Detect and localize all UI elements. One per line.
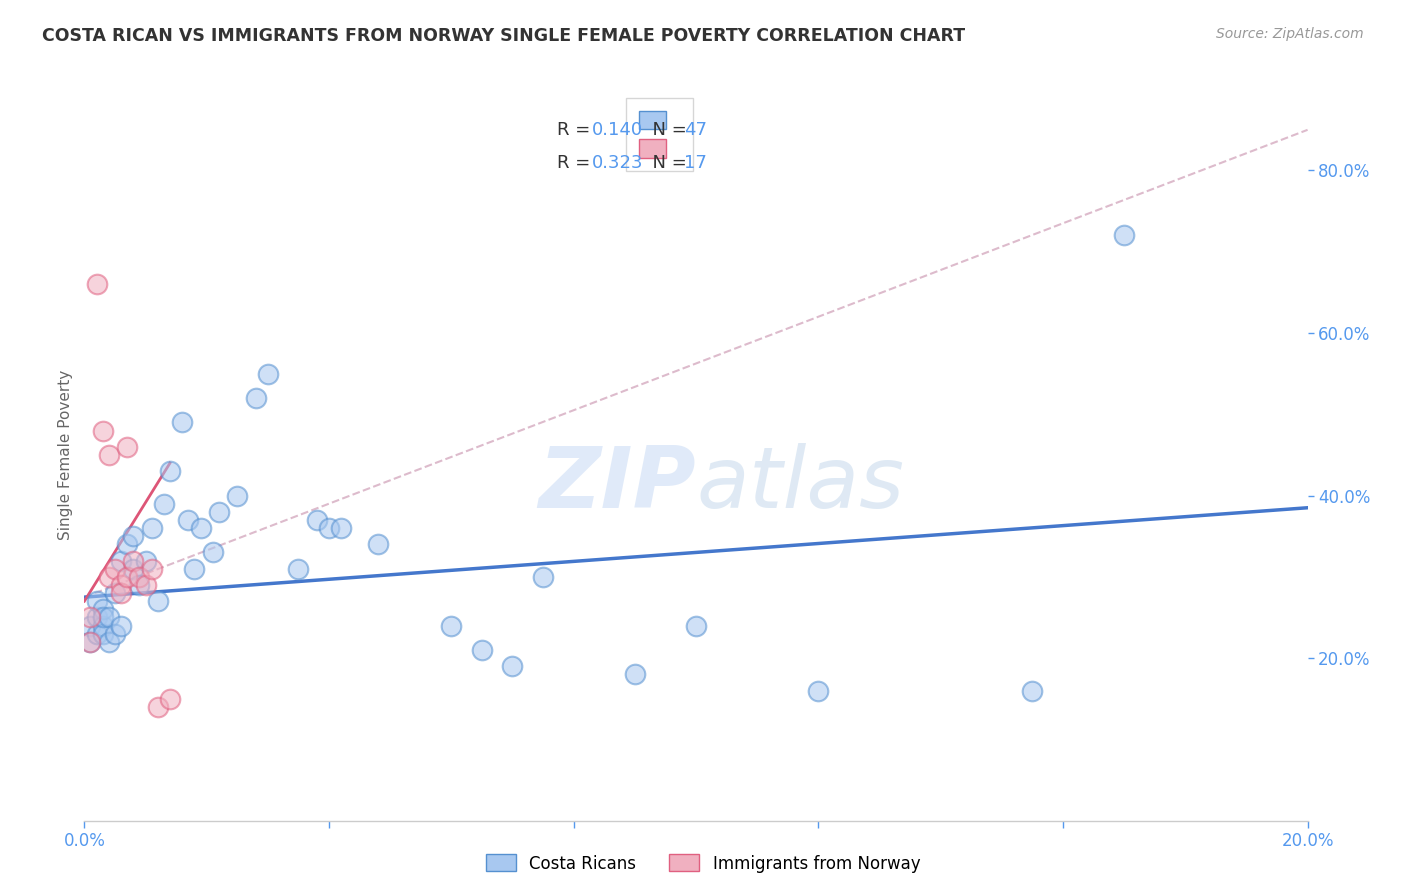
Point xyxy=(287,562,309,576)
Text: 0.323: 0.323 xyxy=(592,153,644,171)
Text: N =: N = xyxy=(641,121,692,139)
Point xyxy=(97,448,120,462)
Point xyxy=(502,659,524,673)
Point xyxy=(245,391,267,405)
Point xyxy=(110,586,132,600)
Point xyxy=(624,667,647,681)
Point xyxy=(104,626,127,640)
Point xyxy=(685,618,707,632)
Point xyxy=(128,578,150,592)
Text: 0.140: 0.140 xyxy=(592,121,643,139)
Point xyxy=(79,635,101,649)
Point xyxy=(110,618,132,632)
Point xyxy=(115,570,138,584)
Point xyxy=(104,562,127,576)
Point xyxy=(146,699,169,714)
Y-axis label: Single Female Poverty: Single Female Poverty xyxy=(58,370,73,540)
Point xyxy=(330,521,353,535)
Point xyxy=(1114,228,1136,243)
Point xyxy=(177,513,200,527)
Point xyxy=(305,513,328,527)
Point xyxy=(201,545,224,559)
Point xyxy=(318,521,340,535)
Point xyxy=(122,562,145,576)
Point xyxy=(115,537,138,551)
Point xyxy=(110,553,132,567)
Point xyxy=(257,367,280,381)
Point xyxy=(141,562,163,576)
Point xyxy=(79,635,101,649)
Legend: , : , xyxy=(626,98,693,171)
Point xyxy=(1021,683,1043,698)
Point xyxy=(208,505,231,519)
Point xyxy=(86,594,108,608)
Point xyxy=(104,586,127,600)
Point xyxy=(110,578,132,592)
Text: ZIP: ZIP xyxy=(538,442,696,525)
Point xyxy=(128,570,150,584)
Point xyxy=(807,683,830,698)
Point xyxy=(226,489,249,503)
Legend: Costa Ricans, Immigrants from Norway: Costa Ricans, Immigrants from Norway xyxy=(479,847,927,880)
Point xyxy=(190,521,212,535)
Point xyxy=(135,553,157,567)
Point xyxy=(183,562,205,576)
Text: atlas: atlas xyxy=(696,442,904,525)
Text: R =: R = xyxy=(557,121,596,139)
Point xyxy=(91,626,114,640)
Point xyxy=(86,277,108,292)
Text: 17: 17 xyxy=(683,153,707,171)
Point xyxy=(91,618,114,632)
Point xyxy=(97,610,120,624)
Point xyxy=(91,610,114,624)
Point xyxy=(86,610,108,624)
Point xyxy=(367,537,389,551)
Point xyxy=(91,602,114,616)
Point xyxy=(531,570,554,584)
Point xyxy=(172,416,194,430)
Point xyxy=(79,618,101,632)
Point xyxy=(91,424,114,438)
Point xyxy=(135,578,157,592)
Point xyxy=(153,497,176,511)
Point xyxy=(115,440,138,454)
Point xyxy=(97,570,120,584)
Point xyxy=(159,691,181,706)
Point xyxy=(440,618,463,632)
Point xyxy=(159,464,181,478)
Point xyxy=(79,610,101,624)
Text: 47: 47 xyxy=(683,121,707,139)
Point xyxy=(141,521,163,535)
Point xyxy=(146,594,169,608)
Point xyxy=(471,643,494,657)
Text: N =: N = xyxy=(641,153,692,171)
Text: Source: ZipAtlas.com: Source: ZipAtlas.com xyxy=(1216,27,1364,41)
Text: COSTA RICAN VS IMMIGRANTS FROM NORWAY SINGLE FEMALE POVERTY CORRELATION CHART: COSTA RICAN VS IMMIGRANTS FROM NORWAY SI… xyxy=(42,27,966,45)
Point xyxy=(122,553,145,567)
Point xyxy=(122,529,145,543)
Text: R =: R = xyxy=(557,153,596,171)
Point xyxy=(86,626,108,640)
Point xyxy=(97,635,120,649)
